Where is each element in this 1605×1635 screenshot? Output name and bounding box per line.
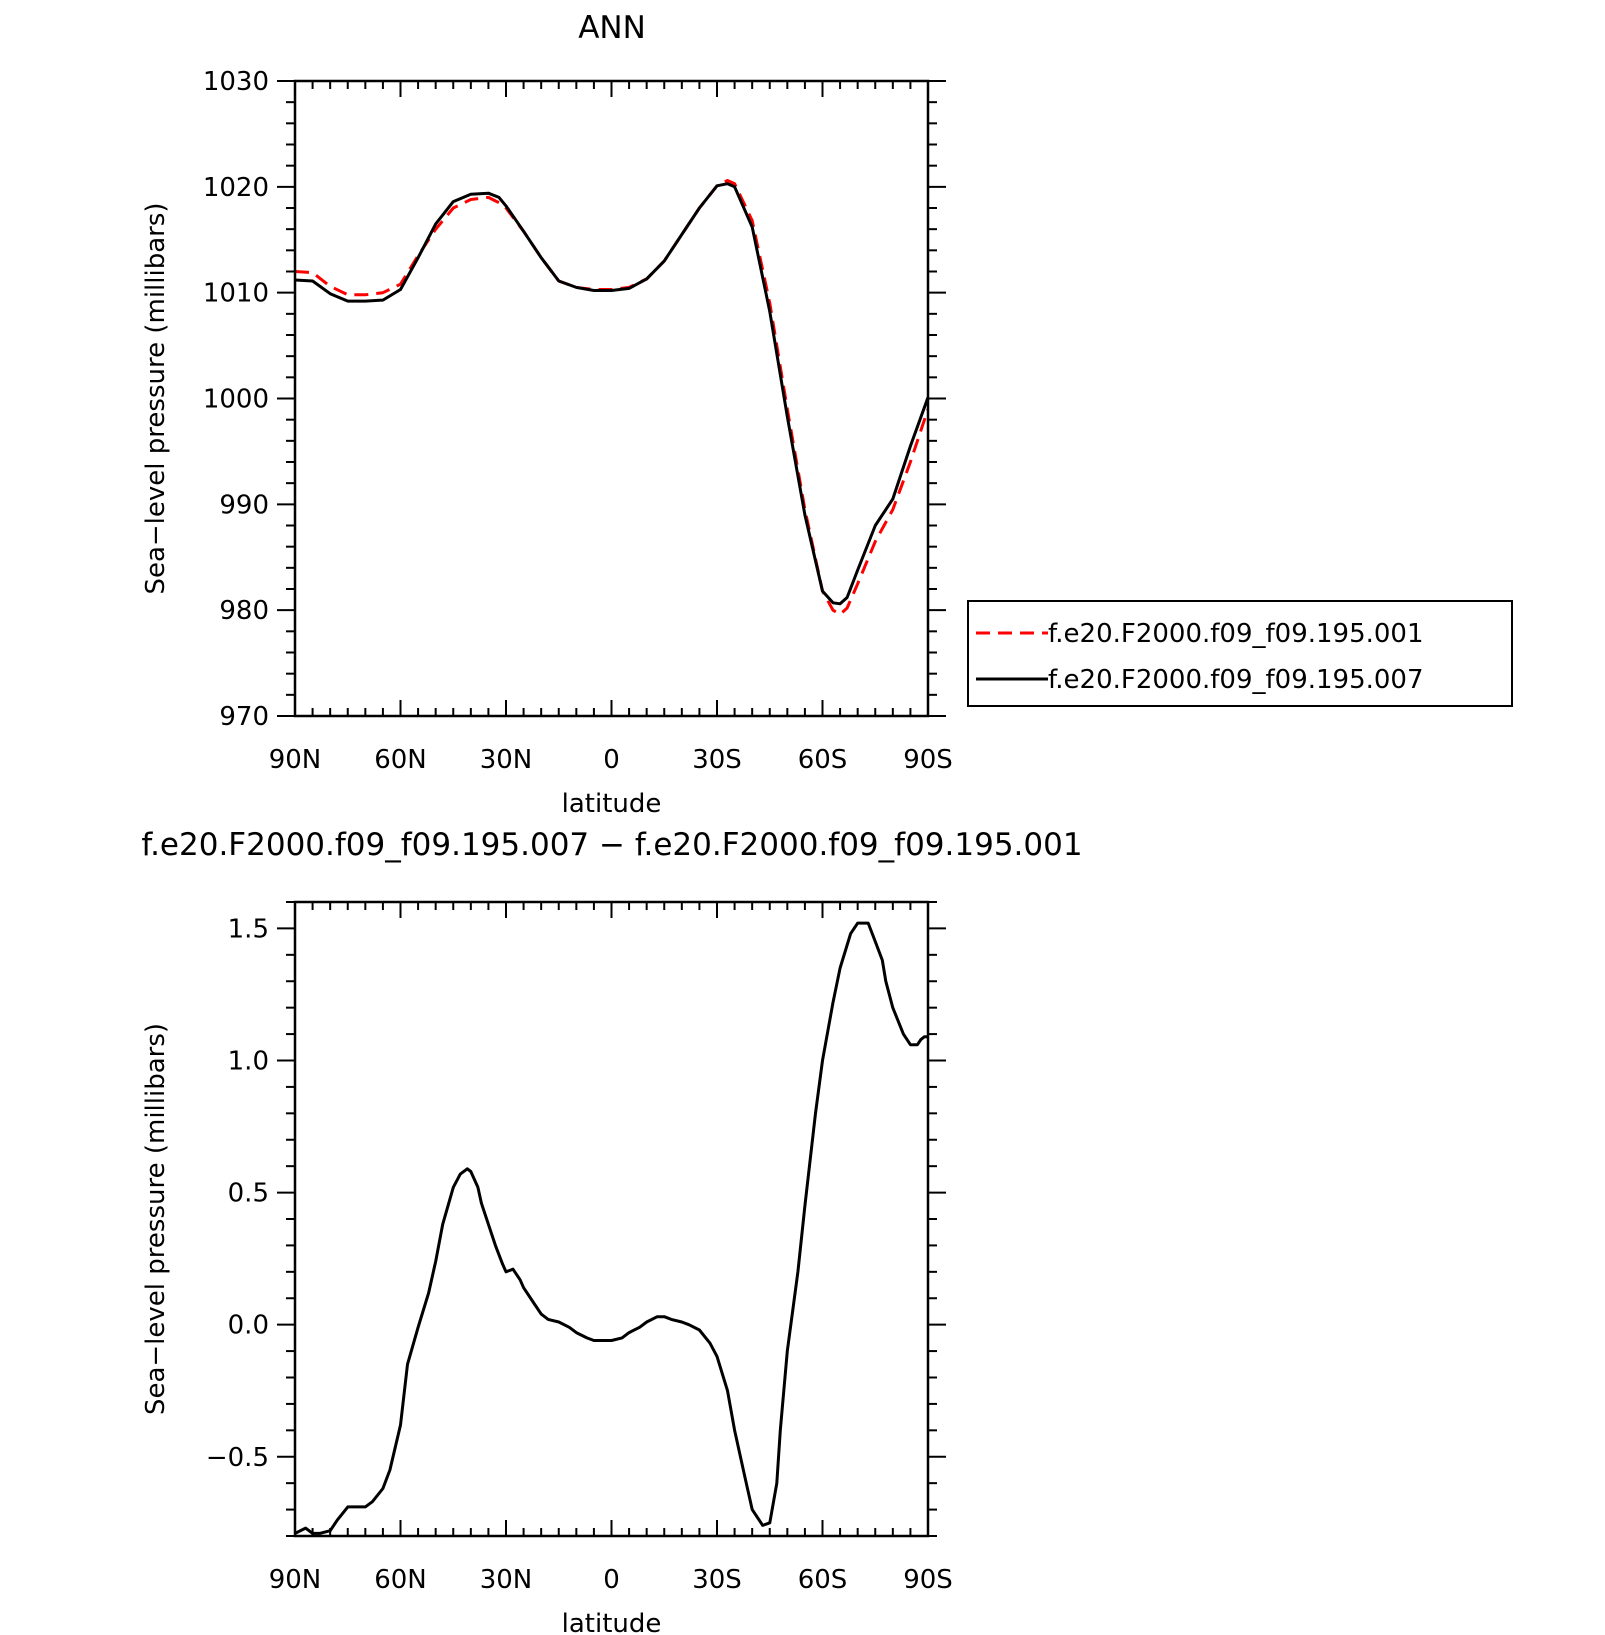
x-tick-label: 90N: [269, 745, 322, 775]
x-tick-label: 90S: [903, 1565, 953, 1595]
legend-entry: f.e20.F2000.f09_f09.195.007: [1048, 665, 1424, 695]
chart-title: f.e20.F2000.f09_f09.195.007 − f.e20.F200…: [141, 827, 1082, 863]
top-panel: ANN 90N 60N 30N 0 30S 60S 90S 970 980 990 1000 1010 1…: [141, 10, 1513, 819]
y-axis-label: Sea−level pressure (millibars): [141, 202, 171, 594]
x-axis-label: latitude: [562, 1609, 662, 1635]
x-tick-label: 30N: [480, 1565, 533, 1595]
chart-title: ANN: [578, 10, 646, 46]
y-tick-label: 1000: [203, 385, 269, 415]
series-line-2: [295, 182, 928, 606]
x-tick-label: 30S: [692, 1565, 742, 1595]
x-tick-label: 30N: [480, 745, 533, 775]
x-tick-label: 0: [603, 1565, 620, 1595]
x-tick-label: 90N: [269, 1565, 322, 1595]
plot-frame: [293, 79, 930, 718]
y-tick-label: 0.5: [228, 1179, 269, 1209]
y-tick-label: 980: [219, 596, 269, 626]
x-tick-label: 60N: [374, 1565, 427, 1595]
y-tick-label: 1.5: [228, 914, 269, 944]
y-tick-label: 1030: [203, 67, 269, 97]
series-line-1: [295, 921, 928, 1535]
series-line-1: [295, 179, 928, 616]
x-tick-label: 30S: [692, 745, 742, 775]
y-tick-label: 1.0: [228, 1047, 269, 1077]
bottom-panel: f.e20.F2000.f09_f09.195.007 − f.e20.F200…: [141, 827, 1083, 1635]
x-tick-label: 60S: [798, 1565, 848, 1595]
x-tick-label: 0: [603, 745, 620, 775]
x-tick-label: 60N: [374, 745, 427, 775]
y-tick-label: 1010: [203, 279, 269, 309]
y-tick-label: 0.0: [228, 1311, 269, 1341]
legend-box: [967, 600, 1513, 707]
y-tick-label: 970: [219, 702, 269, 732]
y-tick-label: 1020: [203, 173, 269, 203]
y-tick-label: −0.5: [206, 1443, 269, 1473]
x-axis-label: latitude: [562, 789, 662, 819]
x-tick-label: 90S: [903, 745, 953, 775]
y-tick-label: 990: [219, 490, 269, 520]
legend-entry: f.e20.F2000.f09_f09.195.001: [1048, 619, 1424, 649]
y-axis-label: Sea−level pressure (millibars): [141, 1023, 171, 1415]
x-tick-label: 60S: [798, 745, 848, 775]
